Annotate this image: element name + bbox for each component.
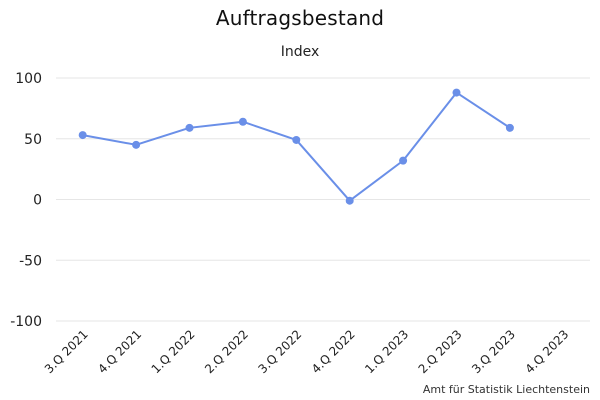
chart-subtitle: Index [280,44,320,60]
x-tick-label: 1.Q 2023 [362,327,411,376]
x-tick-label: 3.Q 2021 [42,327,91,376]
series-line [82,91,511,202]
data-point[interactable] [292,135,301,144]
data-point[interactable] [78,131,87,140]
x-axis-ticks: 3.Q 2021 4.Q 2021 1.Q 2022 2.Q 2022 3.Q 2022… [42,327,572,376]
y-axis-ticks: 100 50 0 -50 -100 [10,71,42,330]
data-point[interactable] [132,140,141,149]
grid-layer [56,77,590,322]
data-point[interactable] [505,123,514,132]
series-line-layer [82,91,511,202]
x-tick-label: 3.Q 2022 [255,327,304,376]
x-tick-label: 4.Q 2023 [522,327,571,376]
y-tick-label: -100 [10,314,42,330]
x-tick-label: 1.Q 2022 [149,327,198,376]
x-tick-label: 4.Q 2022 [309,327,358,376]
data-point[interactable] [238,117,247,126]
data-point[interactable] [345,196,354,205]
series-points-layer [78,88,514,205]
data-point[interactable] [185,123,194,132]
source-footer: Amt für Statistik Liechtenstein [422,383,590,396]
x-tick-label: 4.Q 2021 [95,327,144,376]
y-tick-label: -50 [19,253,42,269]
data-point[interactable] [399,156,408,165]
data-point[interactable] [452,88,461,97]
y-tick-label: 0 [33,193,42,209]
y-tick-label: 100 [15,71,42,87]
x-tick-label: 3.Q 2023 [469,327,518,376]
x-tick-label: 2.Q 2023 [416,327,465,376]
y-tick-label: 50 [24,132,42,148]
chart-title: Auftragsbestand [215,6,385,30]
x-tick-label: 2.Q 2022 [202,327,251,376]
